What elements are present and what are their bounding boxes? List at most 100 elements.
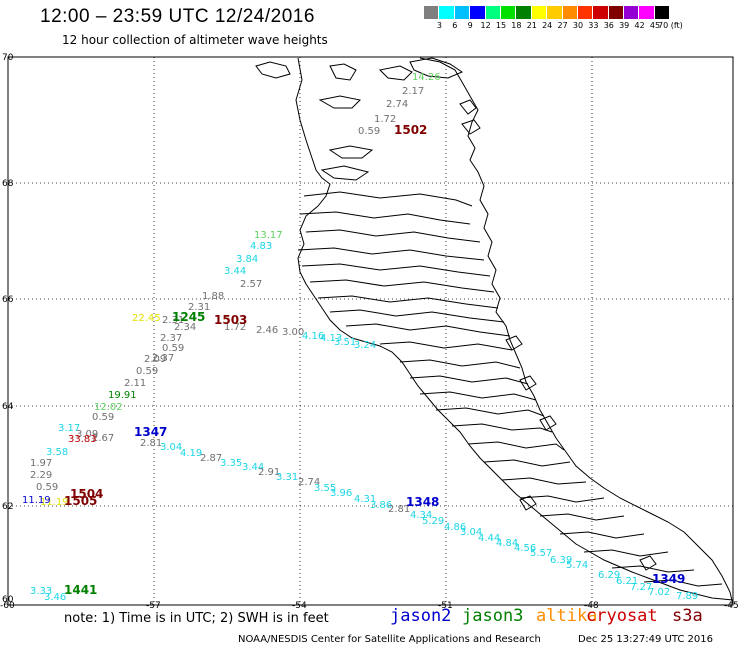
x-label-60: -60 (0, 601, 15, 611)
legend-label: 45 (649, 21, 661, 30)
pass-time-label: 1441 (64, 583, 97, 597)
wave-height-label: 2.37 (160, 333, 182, 344)
wave-height-label: 2.67 (92, 433, 114, 444)
pass-time-label: 1502 (394, 123, 427, 137)
legend-swatch (547, 6, 563, 19)
wave-height-label: 2.81 (388, 504, 410, 515)
legend-swatch (639, 6, 655, 19)
wave-height-label: 3.84 (236, 254, 258, 265)
wave-height-label: 1.72 (374, 114, 396, 125)
satellite-altika: altika (536, 606, 598, 626)
pass-time-label: 1245 (172, 310, 205, 324)
legend-label: 27 (557, 21, 568, 30)
wave-height-label: 2.11 (124, 378, 146, 389)
wave-height-label: 3.09 (76, 429, 98, 440)
legend-label: 15 (495, 21, 507, 30)
credit-line: NOAA/NESDIS Center for Satellite Applica… (238, 634, 541, 645)
wave-height-label: 1.72 (224, 322, 246, 333)
x-label-51: -51 (438, 601, 453, 611)
wave-height-label: 2.87 (200, 453, 222, 464)
wave-height-label: 0.59 (136, 366, 158, 377)
wave-height-label: 0.59 (36, 482, 58, 493)
satellite-jason3: jason3 (462, 606, 524, 626)
generated-timestamp: Dec 25 13:27:49 UTC 2016 (578, 634, 713, 645)
legend-label: 3 (436, 21, 442, 30)
wave-height-label: 4.16 (302, 331, 324, 342)
wave-height-label: 4.34 (410, 510, 432, 521)
legend-swatch (485, 6, 501, 19)
satellite-jason2: jason2 (390, 606, 452, 626)
wave-height-label: 2.74 (298, 477, 320, 488)
wave-height-label: 33.83 (68, 434, 97, 445)
wave-height-label: 2.29 (30, 470, 52, 481)
wave-height-label: 4.44 (478, 533, 500, 544)
x-label-45: -45 (724, 601, 739, 611)
wave-height-label: 2.46 (256, 325, 278, 336)
wave-height-label: 6.21 (616, 576, 638, 587)
legend-label: 36 (603, 21, 614, 30)
wave-height-label: 2.57 (240, 279, 262, 290)
wave-height-label: 3.33 (30, 586, 52, 597)
page-title: 12:00 – 23:59 UTC 12/24/2016 (40, 6, 315, 27)
legend-label: 12 (480, 21, 491, 30)
wave-height-label: 3.00 (282, 327, 304, 338)
x-axis-labels: -60 -57 -54 -51 -48 -45 (0, 601, 739, 611)
wave-height-label: 2.91 (258, 467, 280, 478)
wave-height-label: 11.19 (22, 495, 51, 506)
wave-height-label: 13.17 (254, 230, 283, 241)
wave-height-label: 4.83 (250, 241, 272, 252)
wave-height-label: 0.59 (162, 343, 184, 354)
wave-height-label: 6.29 (598, 570, 620, 581)
legend-labels: 3 6 9 12 15 18 21 24 27 30 33 36 39 42 45 70 (ft) (424, 19, 734, 31)
wave-height-label: 3.24 (354, 340, 376, 351)
wave-height-label: 4.84 (496, 538, 518, 549)
wave-height-observations: 14.262.172.741.720.5913.174.833.843.442.… (22, 72, 698, 603)
map-grid (8, 57, 733, 605)
wave-height-label: 3.86 (370, 500, 392, 511)
wave-height-label: 3.35 (220, 458, 242, 469)
wave-height-label: 14.26 (412, 72, 441, 83)
wave-height-label: 4.56 (514, 543, 536, 554)
color-legend: 3 6 9 12 15 18 21 24 27 30 33 36 39 42 45 70 (ft) (424, 6, 734, 31)
legend-swatch (470, 6, 486, 19)
greenland-coastline (255, 57, 734, 606)
legend-swatch (500, 6, 517, 19)
wave-height-label: 11.19 (40, 497, 69, 508)
pass-time-label: 1348 (406, 495, 439, 509)
legend-swatch (516, 6, 532, 19)
x-label-57: -57 (146, 601, 161, 611)
wave-height-label: 7.27 (630, 582, 652, 593)
legend-swatch (439, 6, 455, 19)
legend-swatch (531, 6, 548, 19)
satellite-s3a: s3a (672, 606, 703, 626)
wave-height-label: 3.44 (224, 266, 246, 277)
pass-time-label: 1349 (652, 572, 685, 586)
wave-height-label: 3.31 (276, 472, 298, 483)
page-subtitle: 12 hour collection of altimeter wave hei… (62, 33, 328, 47)
pass-time-label: 1347 (134, 425, 167, 439)
wave-height-label: 19.91 (108, 390, 137, 401)
wave-height-label: 4.31 (354, 494, 376, 505)
wave-height-label: 5.29 (422, 516, 444, 527)
satellite-cryosat: cryosat (586, 606, 658, 626)
legend-label: 6 (452, 21, 458, 30)
wave-height-label: 4.86 (444, 522, 466, 533)
legend-label: 18 (511, 21, 522, 30)
y-label-60: 60 (2, 595, 14, 605)
legend-label: 30 (572, 21, 584, 30)
legend-swatch (624, 6, 640, 19)
legend-label: 9 (467, 21, 473, 30)
pass-time-label: 1503 (214, 313, 247, 327)
wave-height-label: 3.96 (330, 488, 352, 499)
wave-height-label: 4.19 (180, 448, 202, 459)
wave-height-label: 3.44 (242, 462, 264, 473)
wave-height-label: 1.97 (30, 458, 52, 469)
wave-height-label: 0.59 (358, 126, 380, 137)
wave-height-label: 2.09 (144, 354, 166, 365)
legend-swatch (577, 6, 594, 19)
wave-height-label: 2.31 (188, 302, 210, 313)
y-label-68: 68 (2, 179, 14, 189)
wave-height-label: 3.58 (46, 447, 68, 458)
legend-swatch (454, 6, 471, 19)
